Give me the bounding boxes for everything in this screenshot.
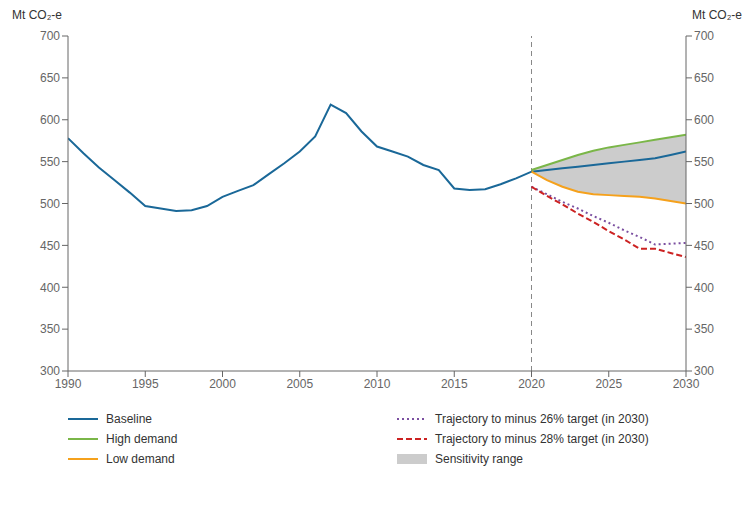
svg-text:550: 550 xyxy=(694,155,714,169)
svg-text:2015: 2015 xyxy=(441,377,468,391)
svg-text:2025: 2025 xyxy=(595,377,622,391)
html-text:Mt CO₂-e: Mt CO₂-e xyxy=(12,8,62,22)
svg-text:450: 450 xyxy=(40,239,60,253)
svg-text:650: 650 xyxy=(694,71,714,85)
svg-text:2030: 2030 xyxy=(673,377,700,391)
html-text:Sensitivity range: Sensitivity range xyxy=(435,452,523,466)
svg-text:550: 550 xyxy=(40,155,60,169)
html-text:Trajectory to minus 26% target: Trajectory to minus 26% target (in 2030) xyxy=(435,412,649,426)
svg-text:700: 700 xyxy=(40,29,60,43)
html-text:Baseline: Baseline xyxy=(106,412,152,426)
svg-text:1995: 1995 xyxy=(132,377,159,391)
svg-text:700: 700 xyxy=(694,29,714,43)
html-text:Mt CO₂-e: Mt CO₂-e xyxy=(692,8,742,22)
svg-text:600: 600 xyxy=(694,113,714,127)
svg-text:600: 600 xyxy=(40,113,60,127)
svg-text:2000: 2000 xyxy=(209,377,236,391)
svg-text:500: 500 xyxy=(40,197,60,211)
svg-text:500: 500 xyxy=(694,197,714,211)
html-text:Low demand: Low demand xyxy=(106,452,175,466)
html-text:Trajectory to minus 28% target: Trajectory to minus 28% target (in 2030) xyxy=(435,432,649,446)
svg-text:2010: 2010 xyxy=(364,377,391,391)
svg-text:300: 300 xyxy=(40,364,60,378)
svg-text:400: 400 xyxy=(40,281,60,295)
svg-text:350: 350 xyxy=(40,322,60,336)
svg-text:300: 300 xyxy=(694,364,714,378)
svg-text:2020: 2020 xyxy=(518,377,545,391)
svg-text:350: 350 xyxy=(694,322,714,336)
svg-text:450: 450 xyxy=(694,239,714,253)
svg-text:1990: 1990 xyxy=(55,377,82,391)
html-text:High demand: High demand xyxy=(106,432,178,446)
svg-text:2005: 2005 xyxy=(286,377,313,391)
svg-text:650: 650 xyxy=(40,71,60,85)
svg-text:400: 400 xyxy=(694,281,714,295)
